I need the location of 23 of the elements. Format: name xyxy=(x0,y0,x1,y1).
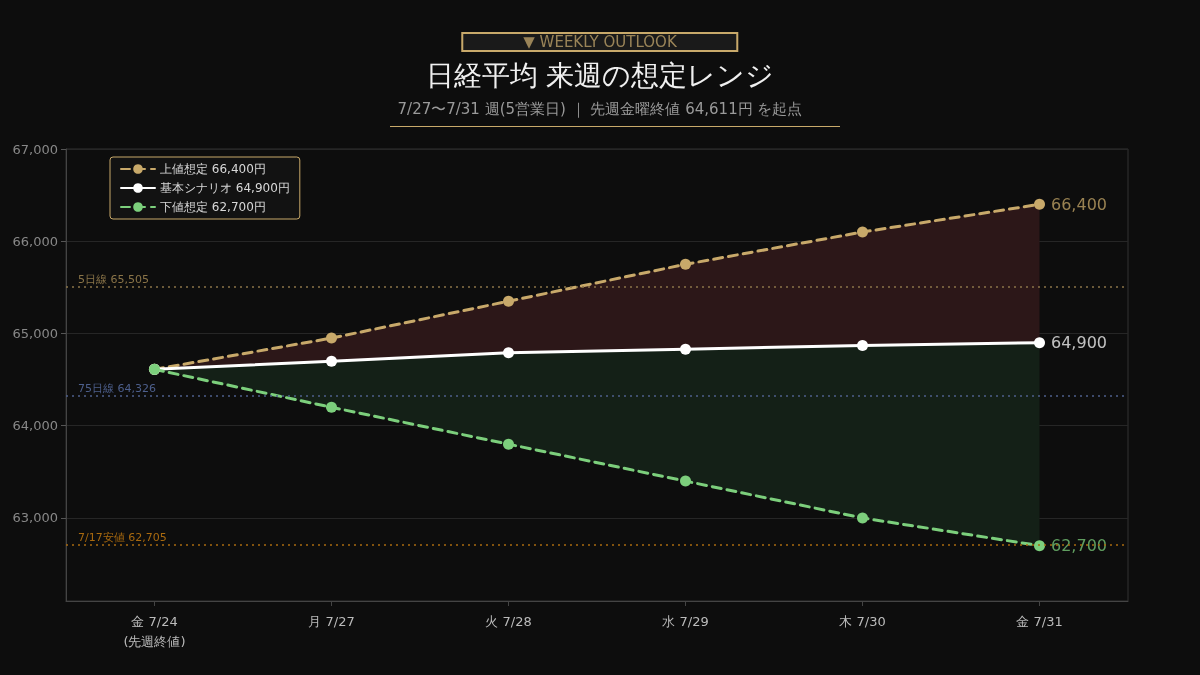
x-tick-label: 水 7/29 xyxy=(662,613,709,629)
ref-line-label: 7/17安値 62,705 xyxy=(78,531,167,545)
y-tick-label: 64,000 xyxy=(12,418,58,434)
chart-title: 日経平均 来週の想定レンジ xyxy=(425,58,775,92)
legend-label: 基本シナリオ 64,900円 xyxy=(160,181,290,195)
ref-line-label: 75日線 64,326 xyxy=(78,381,156,395)
x-tick-label: 金 7/24 (先週終値) xyxy=(123,613,186,649)
x-tick-label: 木 7/30 xyxy=(839,613,886,629)
ref-line-label: 5日線 65,505 xyxy=(78,272,149,286)
y-tick-label: 63,000 xyxy=(12,510,58,526)
data-label: 64,900 xyxy=(1051,333,1107,353)
legend-label: 上値想定 66,400円 xyxy=(160,162,266,176)
data-label: 62,700 xyxy=(1051,536,1107,556)
legend-label: 下値想定 62,700円 xyxy=(160,200,266,214)
x-tick-label: 火 7/28 xyxy=(485,613,532,629)
x-tick-label: 月 7/27 xyxy=(308,613,355,629)
data-label: 66,400 xyxy=(1051,194,1107,214)
text: ▼ WEEKLY OUTLOOK xyxy=(461,32,739,52)
y-tick-label: 67,000 xyxy=(12,141,58,157)
y-tick-label: 65,000 xyxy=(12,325,58,341)
x-tick-label: 金 7/31 xyxy=(1016,613,1063,629)
y-tick-label: 66,000 xyxy=(12,233,58,249)
chart-subtitle: 7/27〜7/31 週(5営業日) ｜ 先週金曜終値 64,611円 を起点 xyxy=(397,99,803,118)
